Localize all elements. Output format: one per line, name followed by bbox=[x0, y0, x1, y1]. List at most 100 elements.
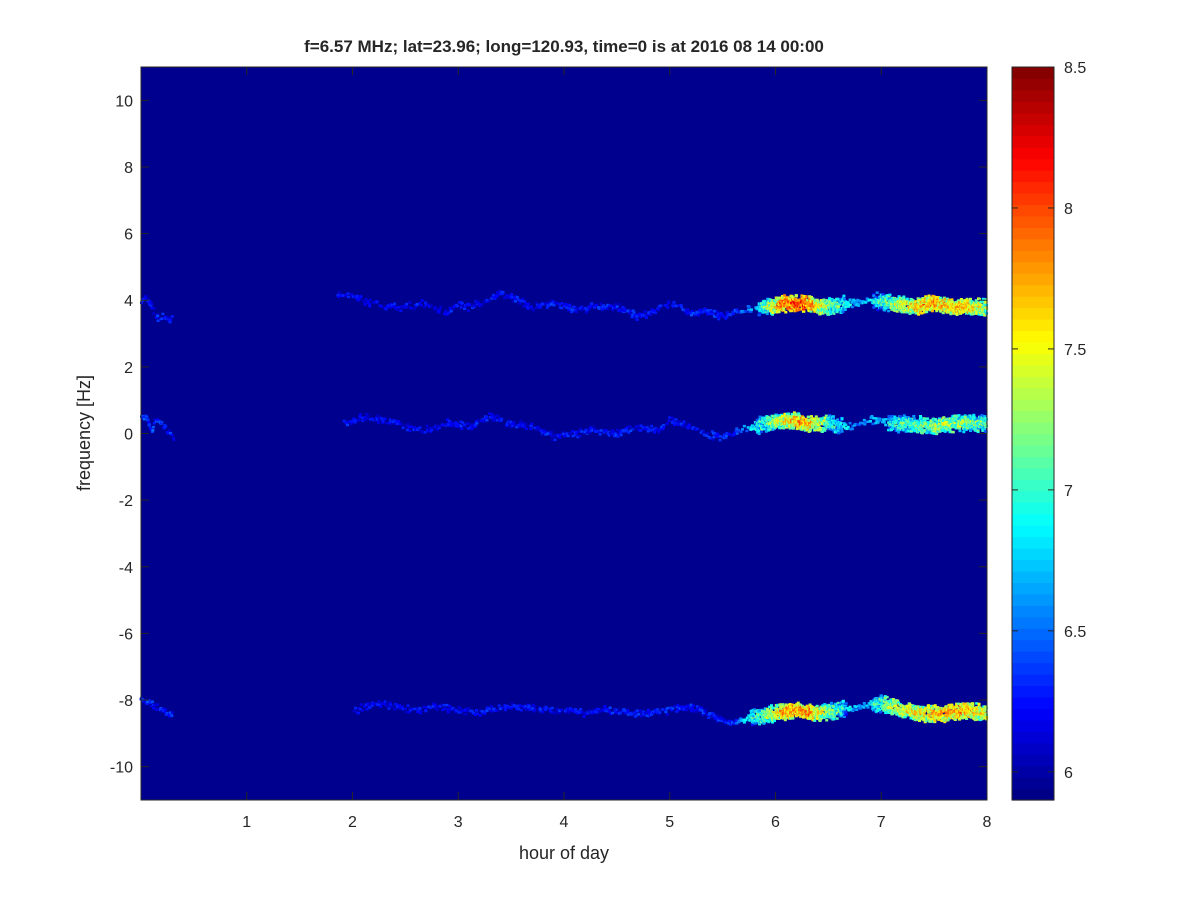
heatmap-cell bbox=[960, 311, 964, 314]
heatmap-cell bbox=[406, 428, 409, 432]
heatmap-cell bbox=[514, 423, 517, 427]
heatmap-cell bbox=[778, 306, 782, 310]
heatmap-cell bbox=[404, 424, 408, 427]
heatmap-cell bbox=[554, 712, 557, 715]
heatmap-cell bbox=[785, 296, 789, 300]
heatmap-cell bbox=[696, 311, 700, 314]
heatmap-cell bbox=[446, 421, 450, 425]
heatmap-cell bbox=[594, 430, 597, 433]
heatmap-cell bbox=[473, 425, 477, 428]
heatmap-cell bbox=[475, 709, 478, 712]
heatmap-cell bbox=[766, 708, 770, 711]
heatmap-cell bbox=[943, 430, 947, 433]
heatmap-cell bbox=[675, 304, 679, 308]
heatmap-cell bbox=[542, 433, 546, 436]
heatmap-cell bbox=[573, 433, 577, 437]
heatmap-cell bbox=[670, 708, 674, 712]
heatmap-cell bbox=[978, 310, 982, 313]
heatmap-cell bbox=[771, 706, 775, 710]
heatmap-cell bbox=[963, 310, 967, 313]
heatmap-cell bbox=[513, 297, 517, 300]
heatmap-cell bbox=[794, 714, 798, 718]
heatmap-cell bbox=[786, 424, 790, 428]
heatmap-cell bbox=[658, 427, 662, 431]
heatmap-cell bbox=[785, 706, 789, 709]
heatmap-cell bbox=[571, 430, 575, 433]
heatmap-cell bbox=[966, 299, 970, 302]
heatmap-cell bbox=[600, 708, 604, 712]
heatmap-cell bbox=[437, 308, 441, 312]
heatmap-cell bbox=[966, 426, 970, 430]
heatmap-cell bbox=[156, 703, 160, 706]
heatmap-cell bbox=[652, 710, 656, 713]
heatmap-cell bbox=[527, 704, 531, 708]
heatmap-cell bbox=[968, 414, 972, 417]
heatmap-cell bbox=[513, 704, 517, 708]
heatmap-cell bbox=[458, 706, 462, 709]
heatmap-cell bbox=[800, 428, 804, 431]
heatmap-cell bbox=[715, 714, 719, 717]
heatmap-cell bbox=[457, 711, 461, 714]
heatmap-cell bbox=[521, 297, 525, 301]
heatmap-cell bbox=[813, 428, 817, 432]
heatmap-cell bbox=[597, 708, 601, 711]
heatmap-cell bbox=[485, 709, 489, 712]
heatmap-cell bbox=[779, 707, 783, 710]
heatmap-cell bbox=[473, 304, 477, 307]
heatmap-cell bbox=[855, 300, 859, 304]
heatmap-cell bbox=[717, 317, 721, 321]
heatmap-cell bbox=[504, 708, 507, 712]
heatmap-cell bbox=[919, 416, 923, 420]
heatmap-cell bbox=[560, 306, 564, 310]
heatmap-cell bbox=[933, 422, 937, 426]
heatmap-cell bbox=[418, 707, 422, 710]
heatmap-cell bbox=[646, 313, 650, 316]
heatmap-cell bbox=[782, 294, 786, 297]
heatmap-cell bbox=[682, 708, 685, 711]
heatmap-cell bbox=[667, 300, 671, 303]
heatmap-cell bbox=[637, 428, 641, 432]
heatmap-cell bbox=[532, 709, 536, 713]
heatmap-cell bbox=[909, 308, 913, 311]
heatmap-cell bbox=[161, 312, 165, 316]
heatmap-cell bbox=[370, 704, 374, 707]
heatmap-cell bbox=[778, 426, 782, 430]
heatmap-cell bbox=[904, 430, 908, 433]
heatmap-cell bbox=[619, 432, 623, 435]
heatmap-cell bbox=[518, 704, 522, 707]
heatmap-cell bbox=[752, 716, 756, 720]
heatmap-cell bbox=[760, 428, 764, 431]
heatmap-cell bbox=[170, 315, 174, 318]
heatmap-cell bbox=[548, 431, 552, 434]
heatmap-cell bbox=[548, 707, 552, 711]
heatmap-cell bbox=[631, 313, 635, 317]
heatmap-cell bbox=[149, 701, 152, 704]
heatmap-cell bbox=[354, 419, 358, 422]
heatmap-cell bbox=[838, 302, 842, 305]
heatmap-cell bbox=[429, 304, 433, 307]
heatmap-cell bbox=[828, 297, 832, 300]
heatmap-cell bbox=[795, 427, 799, 431]
heatmap-cell bbox=[561, 431, 565, 434]
heatmap-cell bbox=[405, 302, 408, 306]
heatmap-cell bbox=[764, 717, 768, 721]
heatmap-cell bbox=[460, 301, 464, 305]
heatmap-cell bbox=[415, 304, 418, 308]
heatmap-cell bbox=[921, 297, 925, 300]
heatmap-cell bbox=[480, 419, 484, 422]
heatmap-cell bbox=[613, 432, 617, 435]
heatmap-cell bbox=[671, 303, 675, 306]
heatmap-cell bbox=[363, 416, 367, 419]
heatmap-cell bbox=[552, 303, 556, 307]
heatmap-cell bbox=[519, 419, 523, 423]
heatmap-cell bbox=[818, 707, 822, 710]
heatmap-cell bbox=[794, 423, 798, 427]
heatmap-cell bbox=[978, 426, 982, 429]
heatmap-cell bbox=[762, 721, 766, 724]
heatmap-cell bbox=[920, 431, 924, 435]
heatmap-cell bbox=[770, 300, 774, 303]
chart-title: f=6.57 MHz; lat=23.96; long=120.93, time… bbox=[304, 37, 824, 56]
heatmap-cell bbox=[408, 301, 412, 304]
heatmap-cell bbox=[697, 706, 701, 709]
heatmap-cell bbox=[589, 712, 593, 715]
